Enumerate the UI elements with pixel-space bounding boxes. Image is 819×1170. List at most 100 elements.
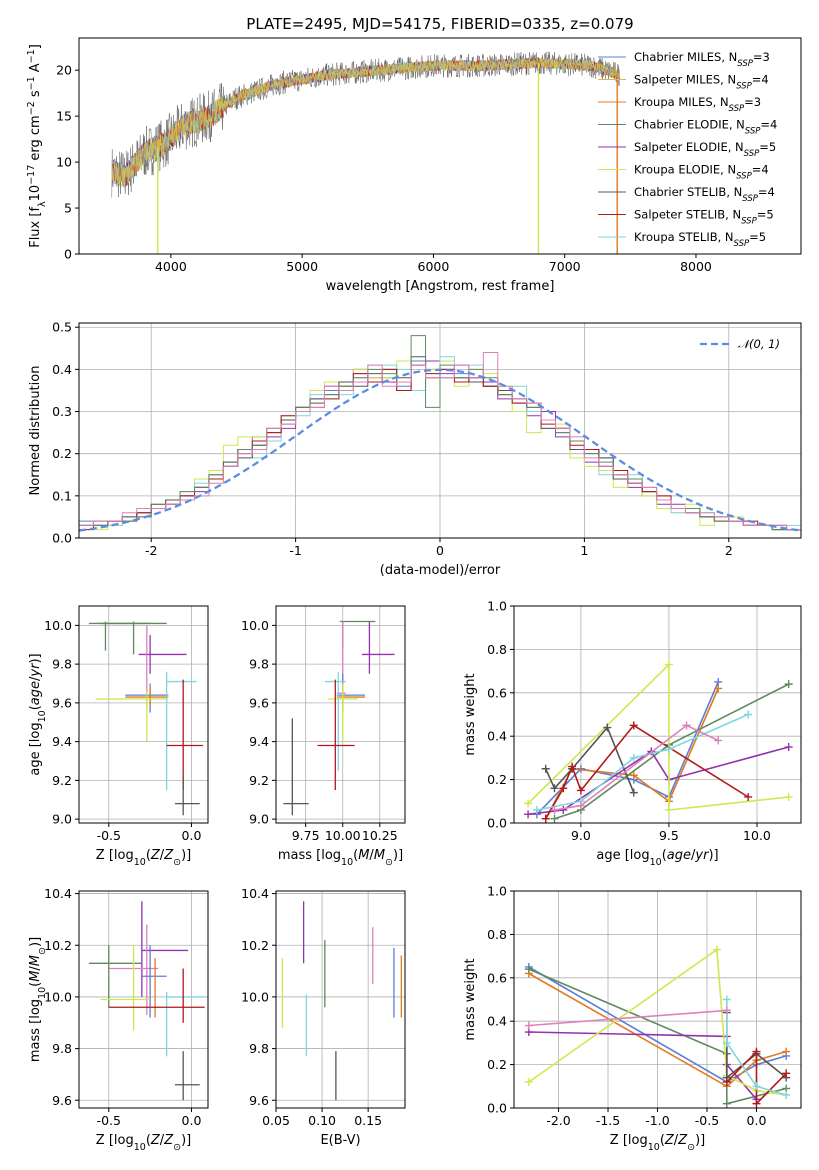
y-tick-label: 0.0 [487,1101,507,1116]
data-point [141,901,189,997]
weight-marker [550,805,559,814]
axis-label: mass [log10(M/M⊙)] [278,848,403,868]
y-axis-label-part: λ [37,201,48,207]
y-axis-label: mass weight [463,673,478,755]
legend-text: Kroupa STELIB, N [634,230,734,244]
x-tick-label: 8000 [680,259,712,274]
axis-label-part: / [28,966,43,971]
x-axis-label-part: Z [664,1133,675,1148]
x-axis-label-part: 10 [134,1142,146,1153]
axis-label-part: ⊙ [37,947,48,955]
x-axis-label-part: ⊙ [173,857,181,868]
weight-series [541,684,723,823]
weight-marker [524,965,533,974]
data-point [108,968,205,1023]
x-tick-label: 5000 [286,259,318,274]
y-tick-label: 9.4 [52,734,72,749]
weight-marker [559,805,568,814]
x-axis-label-part: ( [146,1133,151,1148]
weight-series [722,1047,791,1108]
legend-text: =3 [744,95,761,109]
x-axis-label-part: / [160,848,165,863]
weight-marker [524,1077,533,1086]
x-axis-label-part: Z [163,1133,174,1148]
x-axis-label-part: E(B-V) [320,1133,360,1148]
weight-marker [576,786,585,795]
x-tick-label: 0 [436,543,444,558]
y-tick-label: 10.2 [241,938,269,953]
y-axis-label-part: 10 [28,185,43,202]
axis-label: age [log10(age/yr)] [596,848,718,868]
weight-line [528,972,787,1088]
data-point [166,679,204,791]
legend-text: =4 [752,73,769,87]
legend-entry: Chabrier STELIB, NSSP=4 [634,185,775,204]
axis-label-part: ⊙ [385,857,393,868]
legend-entry: Salpeter ELODIE, NSSP=5 [634,140,776,159]
legend-text: =4 [752,163,769,177]
plot-area [524,945,791,1108]
weight-marker [722,1077,731,1086]
axes-frame [275,890,406,1109]
y-axis-label-part: ] [28,44,43,49]
data-point [174,776,200,816]
axis-label-part: mass [log [28,999,43,1062]
y-tick-label: 9.8 [52,1041,72,1056]
legend-entry: Chabrier ELODIE, NSSP=4 [634,118,777,137]
data-point [138,635,187,674]
legend-text: =5 [759,140,776,154]
axis-label-part: 10 [650,857,662,868]
weight-marker [541,814,550,823]
weight-line [554,724,719,811]
y-tick-label: 0.4 [487,729,507,744]
weight-marker [744,792,753,801]
x-axis-label: wavelength [Angstrom, rest frame] [326,279,555,294]
data-point [141,945,167,1018]
x-tick-label: 10.00 [325,828,361,843]
x-tick-label: 0.0 [747,1113,767,1128]
x-tick-label: 10.25 [362,828,398,843]
weight-marker [722,1038,731,1047]
x-tick-label: 9.0 [571,828,591,843]
axis-label-part: age [667,848,691,863]
weight-marker [603,723,612,732]
histogram-series [79,352,801,531]
y-tick-label: 15 [56,109,72,124]
axis-label-part: age [log [596,848,649,863]
x-axis-label-part: ( [146,848,151,863]
plot-area [283,620,395,816]
axes-frame [78,37,802,255]
y-axis-label-part: −1 [26,49,37,63]
y-tick-label: 10 [56,155,72,170]
x-tick-label: 2 [725,543,733,558]
weight-marker [714,684,723,693]
residuals-panel: -2 -1 0 1 2 0.0 0.1 0.2 0.3 0.4 0.5 (data-model)/er… [28,320,802,578]
y-tick-label: 0.5 [52,320,72,335]
legend-text: =4 [760,118,777,132]
plot-area [111,51,621,254]
data-point [100,621,167,655]
y-tick-label: 0.4 [487,1014,507,1029]
weight-marker [712,945,721,954]
x-axis-label-part: Z [677,1133,688,1148]
x-axis-label-part: )] [181,1133,191,1148]
x-axis-label-part: ( [660,1133,665,1148]
x-tick-label: 0.0 [182,1113,202,1128]
weight-line [725,999,787,1096]
x-axis-label: Z [log10(Z/Z⊙)] [96,1133,191,1153]
weight-marker [664,805,673,814]
x-axis-label-part: Z [163,848,174,863]
weight-marker [722,1099,731,1108]
axis-label-part: M [28,971,43,982]
y-axis-label: mass weight [463,958,478,1040]
y-tick-label: 10.0 [241,618,269,633]
legend-sub: SSP [745,127,761,137]
axis-label-part: )] [28,937,43,947]
axis-label-part: ( [28,982,43,987]
legend-text: =4 [758,185,775,199]
weight-marker [752,1099,761,1108]
weight-line [527,662,789,811]
axis-label-part: 10 [37,710,48,722]
y-tick-label: 0.2 [487,1057,507,1072]
